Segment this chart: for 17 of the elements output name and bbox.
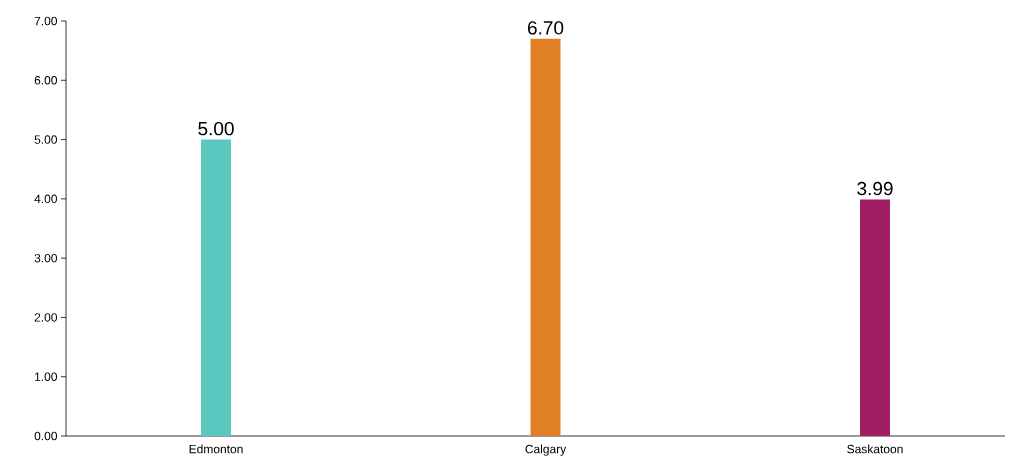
- x-tick-label: Edmonton: [189, 444, 243, 454]
- bar: [860, 199, 891, 436]
- y-tick-label: 1.00: [35, 372, 58, 381]
- y-tick-label: 6.00: [34, 76, 58, 85]
- data-label: 3.99: [857, 181, 893, 196]
- data-label: 5.00: [198, 121, 234, 136]
- bar: [201, 139, 231, 436]
- y-tick-label: 2.00: [34, 313, 58, 322]
- data-label: 6.70: [527, 21, 564, 35]
- y-tick-label: 7.00: [34, 16, 58, 26]
- y-tick-label: 5.00: [34, 135, 58, 144]
- y-tick-label: 4.00: [34, 194, 58, 204]
- bar: [530, 38, 561, 436]
- y-tick-label: 3.00: [34, 253, 58, 263]
- x-tick-label: Calgary: [525, 444, 567, 456]
- x-tick-label: Saskatoon: [847, 444, 903, 454]
- y-tick-label: 0.00: [34, 431, 58, 441]
